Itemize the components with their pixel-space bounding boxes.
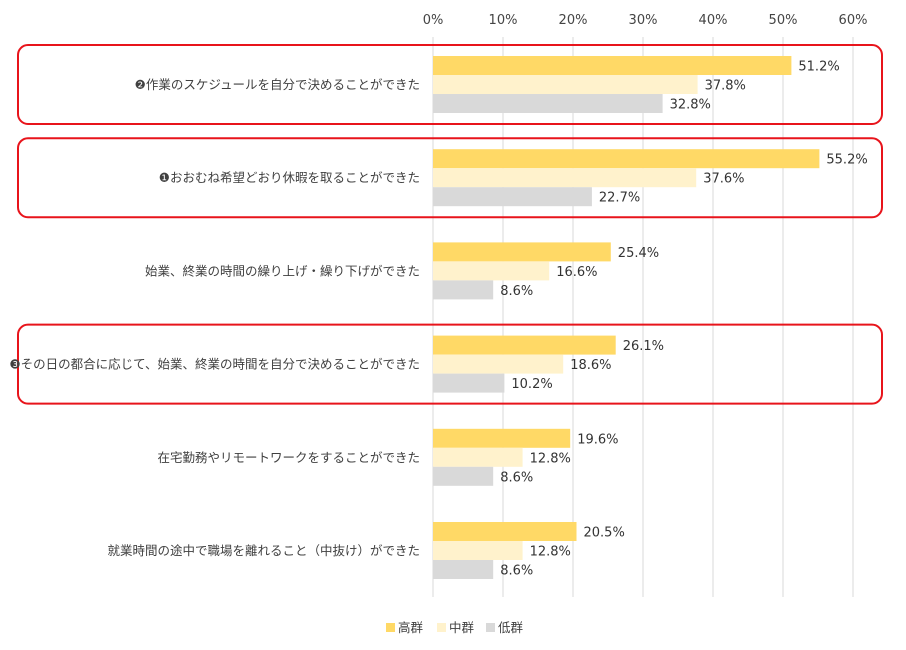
- bar-高群: [433, 56, 792, 75]
- category-label: 就業時間の途中で職場を離れること（中抜け）ができた: [107, 543, 420, 558]
- bar-低群: [433, 560, 494, 579]
- data-label: 12.8%: [530, 545, 571, 560]
- legend: 高群 中群 低群: [386, 620, 524, 635]
- bar-中群: [433, 168, 697, 188]
- data-label: 18.6%: [570, 358, 611, 373]
- bars: [433, 56, 820, 579]
- legend-swatch: [386, 623, 395, 632]
- bar-中群: [433, 447, 523, 467]
- bar-低群: [433, 466, 494, 486]
- bar-低群: [433, 280, 494, 300]
- data-label: 8.6%: [500, 470, 533, 485]
- bar-低群: [433, 187, 592, 207]
- category-label: 在宅勤務やリモートワークをすることができた: [157, 450, 420, 465]
- bar-高群: [433, 149, 820, 169]
- x-tick-label: 30%: [629, 13, 658, 28]
- x-tick-label: 0%: [423, 13, 444, 28]
- data-label: 8.6%: [500, 564, 533, 579]
- x-tick-label: 60%: [839, 13, 868, 28]
- highlight-box: [17, 44, 883, 125]
- x-tick-label: 50%: [769, 13, 798, 28]
- data-label: 32.8%: [670, 98, 711, 113]
- data-label: 26.1%: [623, 339, 664, 354]
- data-label: 51.2%: [798, 60, 839, 75]
- data-label: 16.6%: [556, 265, 597, 280]
- bar-高群: [433, 522, 577, 541]
- bar-中群: [433, 541, 523, 560]
- legend-label: 高群: [398, 620, 424, 635]
- data-label: 25.4%: [618, 246, 659, 261]
- data-label: 8.6%: [500, 284, 533, 299]
- x-axis-ticks: 0% 10% 20% 30% 40% 50% 60%: [423, 13, 868, 28]
- bar-中群: [433, 261, 550, 281]
- x-tick-label: 40%: [699, 13, 728, 28]
- data-label: 55.2%: [826, 153, 867, 168]
- bar-高群: [433, 335, 616, 355]
- data-label: 37.8%: [705, 79, 746, 94]
- gridlines: [432, 37, 854, 597]
- data-labels: 51.2% 37.8% 32.8% 55.2% 37.6% 22.7% 25.4% 16.6%…: [500, 60, 868, 579]
- data-label: 19.6%: [577, 432, 618, 447]
- category-label: ❷作業のスケジュールを自分で決めることができた: [135, 77, 420, 92]
- category-label: 始業、終業の時間の繰り上げ・繰り下げができた: [145, 263, 420, 278]
- x-tick-label: 10%: [489, 13, 518, 28]
- data-label: 10.2%: [511, 377, 552, 392]
- bar-中群: [433, 75, 698, 94]
- bar-低群: [433, 94, 663, 113]
- data-label: 22.7%: [599, 191, 640, 206]
- data-label: 20.5%: [584, 526, 625, 541]
- bar-低群: [433, 373, 505, 393]
- x-tick-label: 20%: [559, 13, 588, 28]
- highlight-boxes: [17, 44, 883, 405]
- category-labels: ❷作業のスケジュールを自分で決めることができた ❶おおむね希望どおり休暇を取ること…: [9, 77, 420, 558]
- category-label: ❸その日の都合に応じて、始業、終業の時間を自分で決めることができた: [9, 357, 420, 372]
- bar-中群: [433, 354, 564, 374]
- data-label: 12.8%: [530, 451, 571, 466]
- data-label: 37.6%: [703, 172, 744, 187]
- bar-高群: [433, 428, 571, 448]
- category-label: ❶おおむね希望どおり休暇を取ることができた: [159, 170, 420, 185]
- bar-高群: [433, 242, 611, 262]
- legend-label: 低群: [498, 620, 524, 635]
- highlight-box: [17, 323, 883, 405]
- legend-swatch: [486, 623, 495, 632]
- legend-swatch: [437, 623, 446, 632]
- highlight-box: [17, 137, 883, 219]
- legend-label: 中群: [449, 620, 475, 635]
